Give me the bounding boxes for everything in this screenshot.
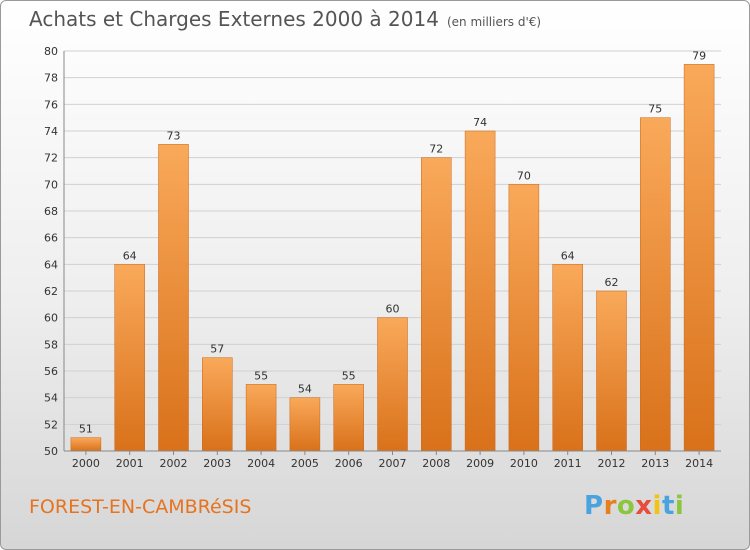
proxiti-logo[interactable]: Proxiti [584,491,684,521]
value-label: 74 [473,116,487,129]
x-tick-label: 2002 [160,457,188,470]
value-label: 79 [692,49,706,62]
bar [640,117,671,452]
x-tick-label: 2009 [466,457,494,470]
place-name: FOREST-EN-CAMBRéSIS [29,496,252,518]
value-label: 57 [210,343,224,356]
value-label: 62 [605,276,619,289]
y-tick-label: 76 [44,98,58,111]
value-label: 73 [167,129,181,142]
value-label: 70 [517,169,531,182]
bar [464,130,496,452]
y-tick-label: 58 [44,338,58,351]
logo-letter: r [603,491,617,521]
x-tick-label: 2007 [379,457,407,470]
y-tick-label: 66 [44,232,58,245]
logo-letter: i [674,491,685,521]
y-tick-label: 74 [44,125,58,138]
chart-title: Achats et Charges Externes 2000 à 2014 (e… [29,7,541,31]
y-tick-label: 80 [44,45,58,58]
value-label: 51 [79,423,93,436]
value-label: 60 [386,303,400,316]
title-unit: (en milliers d'€) [446,15,542,29]
bar [70,437,102,452]
y-tick-label: 50 [44,445,58,458]
y-tick-label: 62 [44,285,58,298]
bar [421,157,452,452]
logo-letter: x [635,491,653,521]
y-tick-label: 64 [44,258,58,271]
title-text: Achats et Charges Externes 2000 à 2014 [29,7,439,31]
bar [683,64,715,452]
y-tick-label: 68 [44,205,58,218]
x-tick-label: 2000 [72,457,100,470]
bar [158,144,189,452]
x-tick-label: 2003 [203,457,231,470]
bar [202,357,233,452]
bar [552,264,583,452]
y-tick-label: 60 [44,312,58,325]
x-tick-label: 2005 [291,457,319,470]
y-tick-label: 70 [44,178,58,191]
value-label: 75 [648,103,662,116]
x-tick-label: 2010 [510,457,538,470]
x-tick-label: 2012 [598,457,626,470]
logo-letter: i [652,491,662,521]
x-tick-label: 2011 [554,457,582,470]
value-label: 55 [254,369,268,382]
logo-letter: P [584,491,604,521]
x-tick-label: 2008 [422,457,450,470]
x-tick-label: 2014 [685,457,713,470]
x-tick-label: 2004 [247,457,275,470]
bar [596,290,627,452]
value-label: 54 [298,383,312,396]
value-label: 64 [561,249,575,262]
bar [377,317,408,452]
x-tick-label: 2001 [116,457,144,470]
bar [245,384,277,452]
logo-letter: t [661,491,675,521]
y-tick-label: 56 [44,365,58,378]
bar [333,384,364,452]
bar [508,184,540,452]
y-tick-label: 72 [44,152,58,165]
logo-letter: o [616,491,636,521]
x-tick-label: 2013 [641,457,669,470]
bar [289,397,321,452]
y-tick-label: 54 [44,392,58,405]
bar [114,264,145,452]
value-label: 72 [429,143,443,156]
value-label: 55 [342,369,356,382]
value-label: 64 [123,249,137,262]
y-tick-label: 52 [44,418,58,431]
x-tick-label: 2006 [335,457,363,470]
y-tick-label: 78 [44,72,58,85]
